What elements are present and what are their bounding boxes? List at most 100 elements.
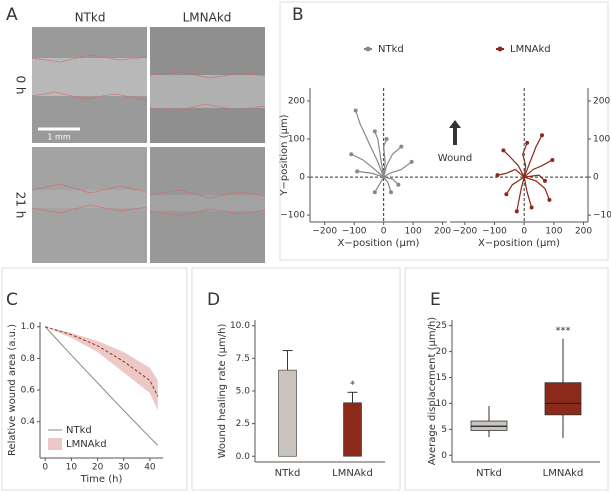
track-end [384,137,389,142]
track-end [409,159,414,164]
y-tick-label: 200 [288,96,305,106]
y-tick-label: 0 [593,173,599,183]
y-tick-label: 0.6 [21,386,36,396]
y-tick-label: −100 [593,211,611,221]
column-header: NTkd [75,11,106,25]
annotation: Wound [438,153,472,164]
track [350,153,385,178]
panel-label: C [6,290,18,310]
x-tick-label: 0 [42,463,48,473]
confidence-band [45,326,158,411]
track [374,176,385,193]
x-tick-label: 0 [521,227,527,237]
y-tick-label: 0 [299,173,305,183]
column-header: LMNAkd [183,11,232,25]
y-tick-label: 100 [593,135,610,145]
y-tick-label: 20 [436,347,448,357]
y-axis-label: Relative wound area (a.u.) [7,324,18,456]
y-tick-label: 0.4 [21,417,36,427]
track [524,176,550,201]
line [44,326,159,446]
track-end [399,144,404,149]
track [383,176,399,186]
y-tick-label: 0 [441,451,447,461]
x-tick-label: −100 [342,227,367,237]
legend-label: NTkd [378,44,404,55]
x-tick-label: −200 [452,227,477,237]
track [383,161,413,178]
box [544,382,582,416]
wound-area [150,75,265,108]
track-end [495,173,500,178]
track [503,149,525,178]
y-tick-label: 0.8 [21,354,36,364]
wound-edge [31,54,266,217]
track-end [353,108,358,113]
x-tick-label: NTkd [476,468,502,479]
legend-symbol [365,46,371,52]
track [523,176,533,208]
panel-label: B [292,5,304,25]
track [522,142,528,178]
x-tick-label: 0 [381,227,387,237]
legend-label: NTkd [66,425,92,436]
panel-frame [191,267,401,491]
line [45,326,159,397]
panel-frame [279,1,609,261]
track-end [501,148,506,153]
track-end [547,197,552,202]
track-end [372,129,377,134]
track-end [355,169,360,174]
panel-frame [404,267,609,491]
track [523,159,553,178]
track-end [542,178,547,183]
y-tick-label: 25 [436,321,447,331]
track-end [550,157,555,162]
x-tick-label: 200 [575,227,592,237]
x-axis-label: X−position (µm) [478,238,560,249]
legend-label: LMNAkd [510,44,551,55]
x-tick-label: −200 [312,227,337,237]
wound-area [32,190,147,208]
row-header: 21 h [14,192,28,219]
y-tick-label: 2.5 [236,419,250,429]
track [523,134,543,178]
y-tick-label: 10.0 [230,321,250,331]
wound-arrow [449,120,461,145]
track [524,174,546,182]
y-axis-label: Wound healing rate (µm/h) [217,324,228,459]
legend-label: LMNAkd [66,439,107,450]
y-tick-label: 200 [593,96,610,106]
track-end [389,190,394,195]
track-end [540,133,544,138]
track-end [396,182,401,187]
x-tick-label: LMNAkd [332,468,373,479]
x-tick-label: 10 [66,463,78,473]
y-axis-label: Y−position (µm) [279,114,290,196]
track-end [349,152,354,157]
track-end [529,205,534,210]
scale-bar-label: 1 mm [47,133,70,142]
wound-area [150,195,265,211]
panel-label: A [6,5,18,25]
track-end [525,140,530,145]
y-tick-label: 10 [436,399,448,409]
bar [278,369,297,457]
track [383,176,392,193]
legend-symbol [497,46,503,52]
bar [343,402,362,457]
track [497,168,525,178]
y-tick-label: 0.0 [236,452,251,462]
track [355,110,385,178]
y-tick-label: 1.0 [21,322,36,332]
track-end [514,209,519,214]
y-axis-label: Average displacement (µm/h) [427,317,438,466]
significance: * [350,379,355,390]
track-end [372,190,377,195]
track [383,138,388,178]
track [357,170,384,178]
panel-frame [1,267,188,491]
track [516,176,525,212]
x-axis-label: X−position (µm) [338,238,420,249]
